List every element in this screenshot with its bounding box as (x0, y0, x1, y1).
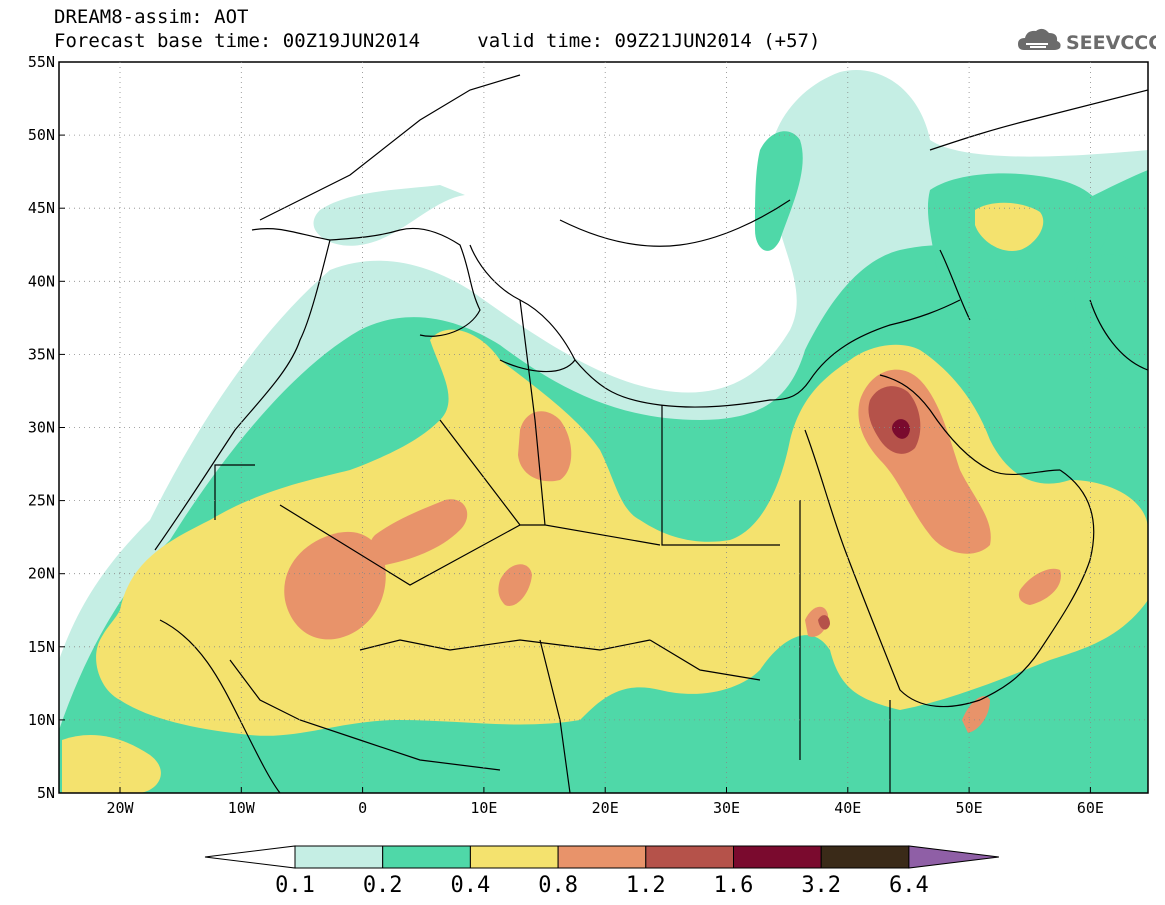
base-time-label: Forecast base time: 00Z19JUN2014 (54, 30, 421, 52)
aot-contour-fill (59, 62, 1148, 793)
longitude-label: 20E (592, 799, 619, 817)
coastlines-borders (154, 74, 1148, 793)
colorbar-level-label: 1.6 (714, 873, 754, 898)
colorbar-under-triangle (204, 845, 296, 869)
latitude-label: 30N (28, 419, 55, 437)
latitude-label: 55N (28, 53, 55, 71)
latitude-label: 5N (37, 784, 55, 802)
longitude-label: 10W (228, 799, 256, 817)
aot-band-0.8-libya (518, 411, 572, 482)
longitude-label: 50E (956, 799, 983, 817)
colorbar-level-label: 0.4 (451, 873, 491, 898)
latitude-labels: 55N 50N 45N 40N 35N 30N 25N 20N 15N 10N 5N (28, 53, 55, 802)
colorbar-segment (645, 845, 734, 869)
aot-band-0.8-niger (369, 499, 468, 565)
longitude-label: 60E (1077, 799, 1104, 817)
aot-band-0.8-chad (498, 564, 532, 606)
latitude-label: 15N (28, 638, 55, 656)
latitude-label: 50N (28, 126, 55, 144)
aot-band-0.8-somalia (962, 696, 990, 733)
cloud-icon: SEEVCCC (1018, 28, 1162, 54)
longitude-label: 10E (470, 799, 497, 817)
latitude-label: 40N (28, 272, 55, 290)
colorbar-level-label: 1.2 (626, 873, 666, 898)
longitude-label: 30E (713, 799, 740, 817)
aot-band-0.4-kazakh (975, 202, 1044, 251)
aot-band-0.8-sudan (805, 606, 828, 637)
aot-band-1.2-sudan (818, 615, 830, 630)
colorbar-segment (469, 845, 559, 869)
colorbar-segment (294, 845, 384, 869)
aot-band-0.2-east (1074, 254, 1148, 384)
colorbar-segment (557, 845, 647, 869)
colorbar-segment (820, 845, 910, 869)
longitude-label: 0 (358, 799, 367, 817)
colorbar-segment (382, 845, 471, 869)
longitude-labels: 20W 10W 0 10E 20E 30E 40E 50E 60E (106, 799, 1103, 817)
colorbar: 0.1 0.2 0.4 0.8 1.2 1.6 3.2 6.4 (204, 845, 999, 898)
aot-band-1.2-iraq (868, 386, 921, 454)
logo-text: SEEVCCC (1066, 32, 1156, 54)
colorbar-over-triangle (908, 845, 999, 869)
longitude-label: 40E (834, 799, 861, 817)
aot-band-1.6-iraq (892, 419, 910, 439)
latitude-label: 35N (28, 345, 55, 363)
latitude-label: 20N (28, 565, 55, 583)
map-title: DREAM8-assim: AOT (54, 6, 249, 28)
valid-time-label: valid time: 09Z21JUN2014 (+57) (477, 30, 821, 52)
aot-band-0.8-mali (284, 531, 386, 640)
aot-band-0.4-southwest (62, 735, 161, 793)
longitude-label: 20W (106, 799, 134, 817)
latitude-label: 45N (28, 199, 55, 217)
colorbar-level-label: 0.2 (363, 873, 403, 898)
forecast-times: Forecast base time: 00Z19JUN2014 valid t… (54, 30, 820, 52)
aot-band-0.2-blacksea (755, 131, 803, 251)
graticule (59, 61, 1148, 794)
colorbar-segment (733, 845, 822, 869)
latitude-label: 10N (28, 711, 55, 729)
latitude-label: 25N (28, 492, 55, 510)
colorbar-level-label: 0.1 (275, 873, 315, 898)
aot-band-0.1-north (313, 185, 465, 246)
colorbar-level-label: 0.8 (538, 873, 578, 898)
colorbar-level-label: 6.4 (889, 873, 929, 898)
seevccc-logo: SEEVCCC (1016, 22, 1162, 58)
aot-band-0.8-oman (1018, 568, 1061, 605)
colorbar-level-label: 3.2 (801, 873, 841, 898)
